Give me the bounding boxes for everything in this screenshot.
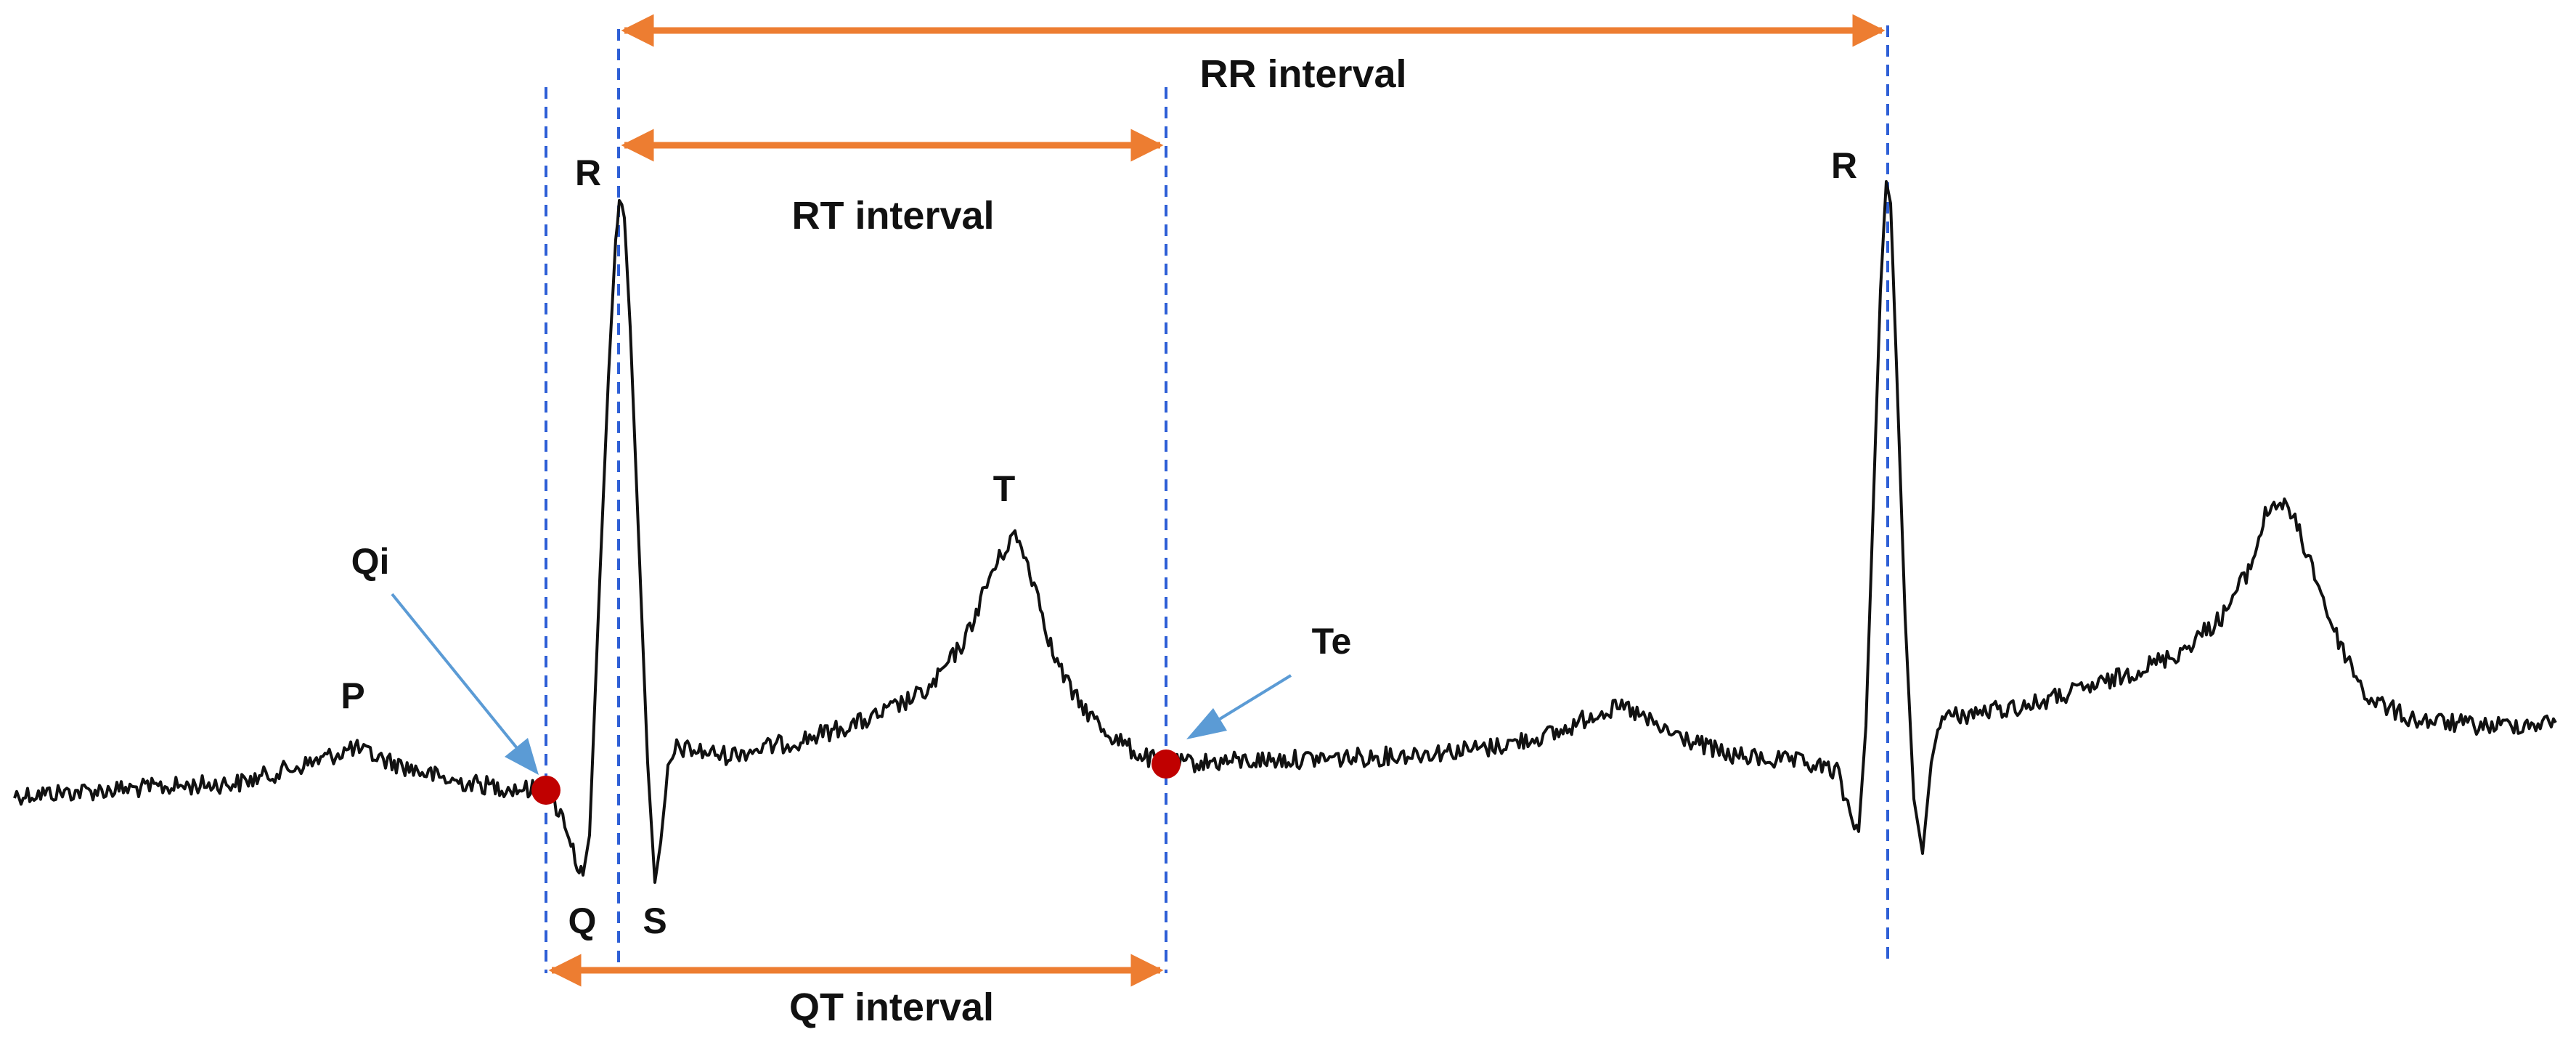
qi-callout-arrow bbox=[391, 593, 518, 750]
te-marker bbox=[1152, 750, 1181, 779]
te-callout-arrow bbox=[1218, 674, 1292, 720]
ecg-trace bbox=[13, 180, 2557, 884]
s-wave-label: S bbox=[643, 901, 667, 941]
qt-interval-label: QT interval bbox=[789, 986, 994, 1029]
p-wave-label: P bbox=[341, 675, 364, 716]
t-wave-label: T bbox=[993, 468, 1016, 509]
qi-marker bbox=[531, 776, 561, 805]
qi-point-label: Qi bbox=[351, 541, 390, 582]
rr-interval-label: RR interval bbox=[1199, 52, 1406, 96]
r-wave-label-second: R bbox=[1831, 145, 1857, 186]
qi-callout-arrowhead bbox=[505, 738, 539, 775]
rt-interval-label: RT interval bbox=[791, 194, 994, 237]
q-wave-label: Q bbox=[568, 901, 597, 941]
te-callout-arrowhead bbox=[1186, 708, 1227, 739]
te-point-label: Te bbox=[1312, 621, 1352, 662]
r-wave-label-first: R bbox=[575, 153, 601, 193]
